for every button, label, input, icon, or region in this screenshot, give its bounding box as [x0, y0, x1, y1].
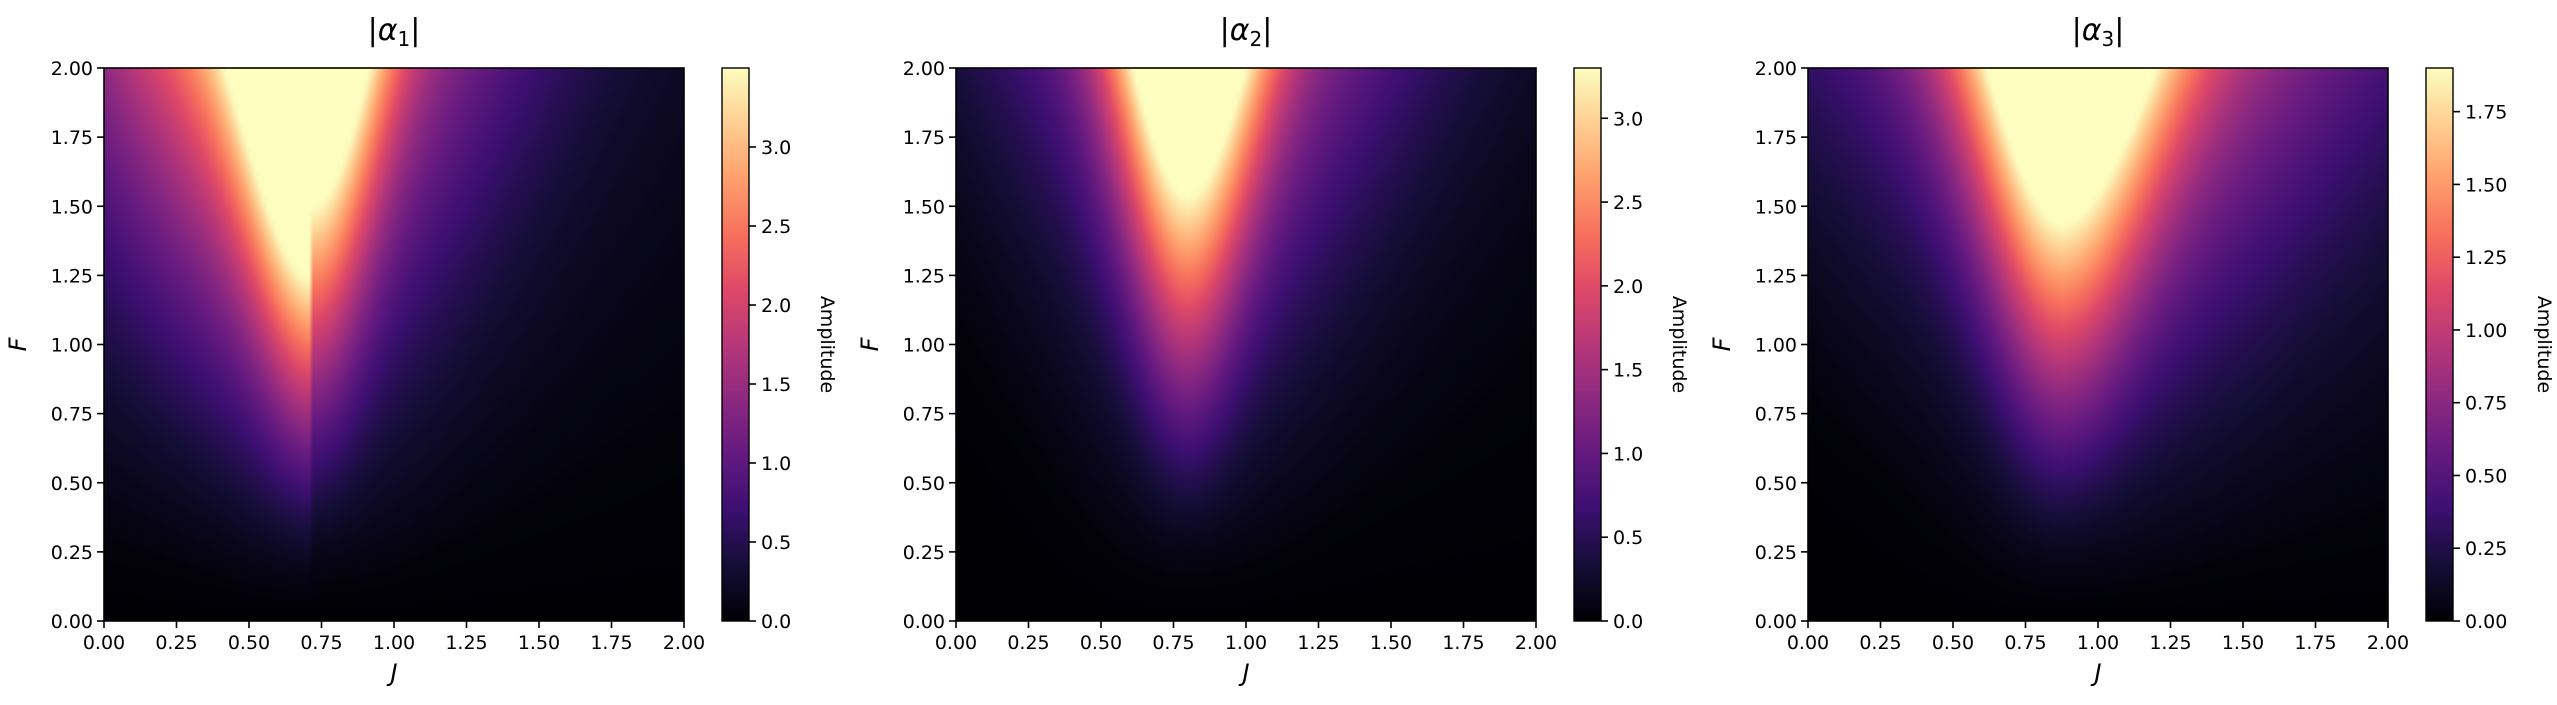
colorbar-tick-label: 1.25: [2465, 247, 2507, 269]
x-tick-label: 0.75: [2004, 632, 2046, 654]
y-tick-label: 0.25: [903, 542, 945, 564]
y-tick-label: 1.25: [51, 265, 93, 287]
heatmap-panel-3: 0.00 0.25 0.50 0.75 1.00 1.25 1.50 1.75 2.00 0.00…: [1708, 13, 2555, 687]
colorbar-tick-label: 0.50: [2465, 465, 2507, 487]
colorbar-tick-label: 1.75: [2465, 102, 2507, 124]
colorbar: [2425, 67, 2454, 622]
colorbar-tick-label: 1.00: [2465, 320, 2507, 342]
x-tick-label: 0.00: [935, 632, 977, 654]
x-tick-label: 1.25: [2149, 632, 2191, 654]
y-tick-label: 2.00: [51, 58, 93, 80]
colorbar-tick-label: 1.0: [761, 453, 791, 475]
colorbar-tick-label: 2.5: [1613, 192, 1643, 214]
y-tick-label: 2.00: [1755, 58, 1797, 80]
y-tick-label: 1.75: [903, 127, 945, 149]
y-tick-label: 0.25: [1755, 542, 1797, 564]
y-tick-label: 0.50: [903, 473, 945, 495]
y-tick-label: 1.50: [1755, 196, 1797, 218]
y-tick-label: 1.25: [1755, 265, 1797, 287]
colorbar-tick-label: 0.75: [2465, 393, 2507, 415]
colorbar-tick-label: 1.0: [1613, 443, 1643, 465]
heatmap-panel-2: 0.00 0.25 0.50 0.75 1.00 1.25 1.50 1.75 2.000.00…: [856, 13, 1690, 687]
colorbar-tick-label: 0.0: [761, 611, 791, 633]
y-tick-label: 1.75: [1755, 127, 1797, 149]
colorbar: [721, 67, 750, 622]
colorbar-tick-label: 1.5: [1613, 360, 1643, 382]
y-axis-label: F: [1708, 336, 1736, 351]
x-tick-label: 1.75: [1442, 632, 1484, 654]
colorbar-label: Amplitude: [1668, 296, 1690, 393]
y-tick-label: 0.25: [51, 542, 93, 564]
x-tick-label: 1.50: [518, 632, 560, 654]
x-tick-label: 0.25: [1859, 632, 1901, 654]
y-tick-label: 0.00: [1755, 611, 1797, 633]
colorbar-tick-label: 2.0: [1613, 276, 1643, 298]
chart-title: |α2|: [1220, 13, 1273, 51]
y-tick-label: 0.75: [903, 404, 945, 426]
x-tick-label: 1.00: [1225, 632, 1267, 654]
y-tick-label: 1.50: [903, 196, 945, 218]
chart-title: |α3|: [2072, 13, 2125, 51]
colorbar-tick-label: 2.0: [761, 295, 791, 317]
heatmap-image: [104, 68, 684, 621]
heatmap-image: [1808, 68, 2388, 621]
y-axis-label: F: [856, 336, 884, 351]
x-tick-label: 0.00: [83, 632, 125, 654]
x-tick-label: 2.00: [2367, 632, 2409, 654]
x-tick-label: 1.00: [373, 632, 415, 654]
x-tick-label: 1.50: [1370, 632, 1412, 654]
colorbar-tick-label: 3.0: [1613, 108, 1643, 130]
colorbar-tick-label: 1.5: [761, 374, 791, 396]
heatmap-image: [956, 68, 1536, 621]
x-axis-label: J: [1238, 659, 1249, 687]
colorbar-tick-label: 0.5: [761, 532, 791, 554]
x-tick-label: 1.75: [2294, 632, 2336, 654]
x-tick-label: 2.00: [663, 632, 705, 654]
heatmap-panel-1: 0.00 0.25 0.50 0.75 1.00 1.25 1.50 1.75 2.000.00…: [4, 13, 838, 687]
y-tick-label: 1.25: [903, 265, 945, 287]
y-tick-label: 0.00: [51, 611, 93, 633]
x-tick-label: 0.75: [1152, 632, 1194, 654]
y-tick-label: 0.75: [51, 404, 93, 426]
y-tick-label: 0.75: [1755, 404, 1797, 426]
y-tick-label: 0.00: [903, 611, 945, 633]
x-tick-label: 0.50: [228, 632, 270, 654]
colorbar-tick-label: 0.00: [2465, 611, 2507, 633]
y-tick-label: 1.00: [1755, 335, 1797, 357]
y-tick-label: 1.00: [903, 335, 945, 357]
y-tick-label: 0.50: [51, 473, 93, 495]
colorbar-tick-label: 0.0: [1613, 611, 1643, 633]
x-tick-label: 1.75: [590, 632, 632, 654]
x-tick-label: 0.75: [300, 632, 342, 654]
colorbar-label: Amplitude: [2533, 296, 2555, 393]
y-tick-label: 2.00: [903, 58, 945, 80]
y-tick-label: 1.00: [51, 335, 93, 357]
x-tick-label: 1.25: [1297, 632, 1339, 654]
y-tick-label: 0.50: [1755, 473, 1797, 495]
colorbar-tick-label: 3.0: [761, 137, 791, 159]
x-tick-label: 1.50: [2222, 632, 2264, 654]
colorbar-tick-label: 1.50: [2465, 174, 2507, 196]
y-tick-label: 1.75: [51, 127, 93, 149]
y-tick-label: 1.50: [51, 196, 93, 218]
x-tick-label: 0.25: [155, 632, 197, 654]
colorbar: [1573, 67, 1602, 622]
x-tick-label: 2.00: [1515, 632, 1557, 654]
y-axis-label: F: [4, 336, 32, 351]
x-tick-label: 0.00: [1787, 632, 1829, 654]
colorbar-tick-label: 0.25: [2465, 538, 2507, 560]
x-tick-label: 0.50: [1080, 632, 1122, 654]
colorbar-tick-label: 0.5: [1613, 527, 1643, 549]
colorbar-label: Amplitude: [816, 296, 838, 393]
colorbar-tick-label: 2.5: [761, 216, 791, 238]
x-tick-label: 1.00: [2077, 632, 2119, 654]
x-tick-label: 1.25: [445, 632, 487, 654]
chart-title: |α1|: [368, 13, 421, 51]
x-axis-label: J: [2090, 659, 2101, 687]
x-axis-label: J: [386, 659, 397, 687]
x-tick-label: 0.50: [1932, 632, 1974, 654]
x-tick-label: 0.25: [1007, 632, 1049, 654]
